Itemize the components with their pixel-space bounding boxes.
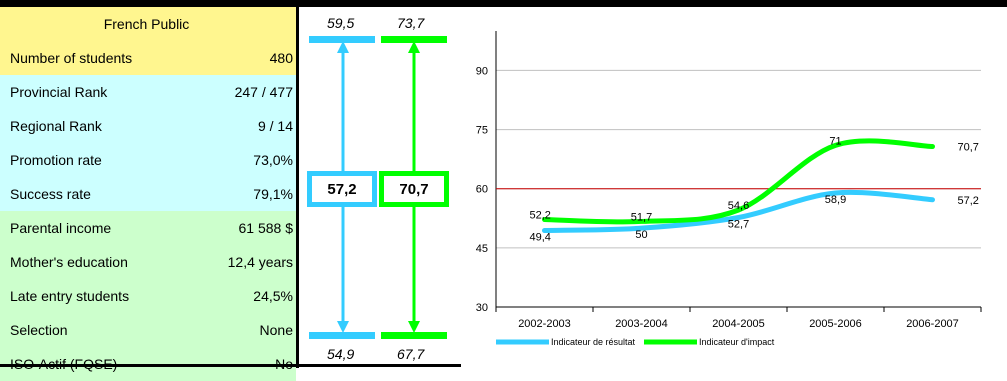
data-label: 49,4 xyxy=(530,232,551,244)
y-tick-label: 45 xyxy=(476,243,488,255)
indicator-panel: 59,5 73,7 57,2 70,7 54,9 67,7 xyxy=(299,7,461,368)
data-label: 58,9 xyxy=(825,194,846,206)
stat-value: 79,1% xyxy=(253,186,293,202)
trend-chart: 30 45 60 75 90 2002-2003 2003-2004 2004-2005 200… xyxy=(461,7,1007,364)
stat-label: Success rate xyxy=(10,186,91,202)
stat-label: Provincial Rank xyxy=(10,84,108,100)
stat-row: Selection None xyxy=(0,313,296,347)
stat-label: Mother's education xyxy=(10,254,128,270)
column-divider xyxy=(296,0,299,368)
result-bottom-bar xyxy=(309,332,375,339)
stat-row: Late entry students 24,5% xyxy=(0,279,296,313)
bottom-border-left xyxy=(0,364,299,367)
school-title: French Public xyxy=(103,16,190,32)
data-label: 71 xyxy=(829,135,841,147)
series-line-result xyxy=(542,189,935,234)
top-border xyxy=(0,0,1007,7)
data-label: 52,7 xyxy=(728,218,749,230)
stat-label: Selection xyxy=(10,322,68,338)
data-label: 70,7 xyxy=(958,142,979,154)
x-tick-label: 2004-2005 xyxy=(712,318,765,330)
x-tick-label: 2005-2006 xyxy=(809,318,862,330)
impact-current-value: 70,7 xyxy=(399,180,429,198)
stat-row: Promotion rate 73,0% xyxy=(0,143,296,177)
stat-value: None xyxy=(259,322,293,338)
data-label: 52,2 xyxy=(530,209,551,221)
data-label: 57,2 xyxy=(958,195,979,207)
result-top-value: 59,5 xyxy=(327,15,355,31)
stat-row: Parental income 61 588 $ xyxy=(0,211,296,245)
stat-value: 247 / 477 xyxy=(234,84,293,100)
stat-label: Regional Rank xyxy=(10,118,102,134)
series-line-impact xyxy=(542,138,935,225)
legend-label: Indicateur d'impact xyxy=(699,337,775,347)
data-label: 50 xyxy=(635,229,647,241)
stat-value: 73,0% xyxy=(253,152,293,168)
x-tick-label: 2006-2007 xyxy=(906,318,959,330)
stat-row: Mother's education 12,4 years xyxy=(0,245,296,279)
impact-bottom-value: 67,7 xyxy=(397,346,425,362)
result-current-value: 57,2 xyxy=(327,180,357,198)
stat-value: 24,5% xyxy=(253,288,293,304)
impact-top-value: 73,7 xyxy=(397,15,425,31)
stat-row: Provincial Rank 247 / 477 xyxy=(0,75,296,109)
stat-label: Parental income xyxy=(10,220,112,236)
y-tick-label: 75 xyxy=(476,125,488,137)
result-top-bar xyxy=(309,36,375,43)
data-label: 54,6 xyxy=(728,200,749,212)
stat-row: Success rate 79,1% xyxy=(0,177,296,211)
stat-label: Number of students xyxy=(10,50,133,66)
stats-panel: French Public Number of students 480 Provi… xyxy=(0,7,296,381)
stat-label: Late entry students xyxy=(10,288,130,304)
impact-current-box: 70,7 xyxy=(379,171,449,207)
stat-value: 9 / 14 xyxy=(257,118,293,134)
data-label: 51,7 xyxy=(631,211,652,223)
stat-row: Number of students 480 xyxy=(0,41,296,75)
stat-value: 12,4 years xyxy=(227,254,293,270)
result-bottom-value: 54,9 xyxy=(327,346,355,362)
impact-bottom-bar xyxy=(381,332,447,339)
bottom-border-mid xyxy=(299,364,461,367)
stat-value: 480 xyxy=(269,50,293,66)
y-tick-label: 30 xyxy=(476,302,488,314)
school-header: French Public xyxy=(0,7,296,41)
x-tick-label: 2003-2004 xyxy=(615,318,668,330)
indicator-arrows xyxy=(309,36,447,339)
y-tick-label: 60 xyxy=(476,184,488,196)
x-tick-label: 2002-2003 xyxy=(518,318,571,330)
result-current-box: 57,2 xyxy=(307,171,377,207)
impact-top-bar xyxy=(381,36,447,43)
y-tick-label: 90 xyxy=(476,65,488,77)
legend-label: Indicateur de résultat xyxy=(551,337,636,347)
stat-value: 61 588 $ xyxy=(238,220,294,236)
stat-row: Regional Rank 9 / 14 xyxy=(0,109,296,143)
trend-chart-svg: 30 45 60 75 90 2002-2003 2003-2004 2004-2005 200… xyxy=(476,31,982,347)
stat-label: Promotion rate xyxy=(10,152,102,168)
